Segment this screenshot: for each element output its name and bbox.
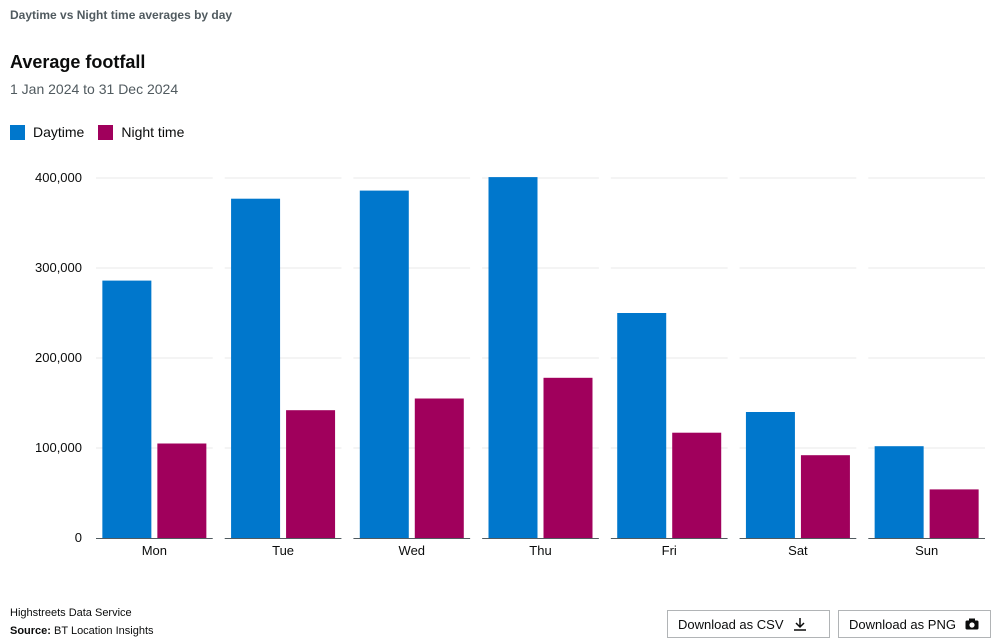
camera-icon: [964, 616, 980, 632]
legend-item-night-time: Night time: [98, 124, 184, 140]
legend-label-night-time: Night time: [121, 124, 185, 140]
chart-kicker: Daytime vs Night time averages by day: [10, 8, 233, 22]
y-tick-label: 300,000: [35, 260, 82, 275]
bar-daytime-mon: [102, 280, 152, 538]
bar-chart: 0 100,000 200,000 300,000 400,000 Mon Tue Wed Th…: [35, 170, 985, 558]
bar-daytime-sat: [745, 412, 795, 538]
x-tick-label: Wed: [399, 543, 426, 558]
footer-source: Source: BT Location Insights: [10, 625, 154, 637]
bar-daytime-sun: [874, 446, 924, 538]
bar-night-time-thu: [543, 377, 593, 538]
y-tick-label: 200,000: [35, 350, 82, 365]
y-tick-label: 0: [75, 530, 82, 545]
source-label: Source:: [10, 625, 51, 637]
legend-swatch-night-time: [98, 124, 114, 140]
chart-title: Average footfall: [10, 52, 146, 72]
x-tick-label: Mon: [142, 543, 167, 558]
y-tick-label: 400,000: [35, 170, 82, 185]
bar-night-time-wed: [414, 398, 464, 538]
chart-subtitle: 1 Jan 2024 to 31 Dec 2024: [10, 81, 179, 97]
bar-daytime-tue: [231, 198, 281, 538]
x-tick-label: Thu: [529, 543, 551, 558]
bar-night-time-fri: [672, 432, 722, 538]
download-png-label: Download as PNG: [849, 616, 956, 632]
legend-label-daytime: Daytime: [33, 124, 85, 140]
bar-night-time-sun: [929, 489, 979, 538]
legend-item-daytime: Daytime: [10, 124, 84, 140]
bar-daytime-wed: [359, 190, 409, 538]
bar-daytime-thu: [488, 177, 538, 538]
y-tick-label: 100,000: [35, 440, 82, 455]
x-tick-label: Sat: [788, 543, 808, 558]
x-tick-label: Tue: [272, 543, 294, 558]
bar-night-time-tue: [286, 410, 336, 538]
legend: Daytime Night time: [10, 124, 198, 140]
bar-night-time-mon: [157, 443, 207, 538]
download-csv-button[interactable]: Download as CSV: [667, 610, 830, 638]
source-value: BT Location Insights: [54, 625, 154, 637]
x-tick-label: Fri: [662, 543, 677, 558]
download-icon: [792, 616, 808, 632]
bar-daytime-fri: [617, 313, 667, 538]
legend-swatch-daytime: [10, 124, 25, 140]
download-png-button[interactable]: Download as PNG: [838, 610, 991, 638]
download-csv-label: Download as CSV: [678, 616, 784, 632]
bar-night-time-sat: [800, 455, 850, 538]
footer-org: Highstreets Data Service: [10, 607, 132, 619]
x-tick-label: Sun: [915, 543, 938, 558]
